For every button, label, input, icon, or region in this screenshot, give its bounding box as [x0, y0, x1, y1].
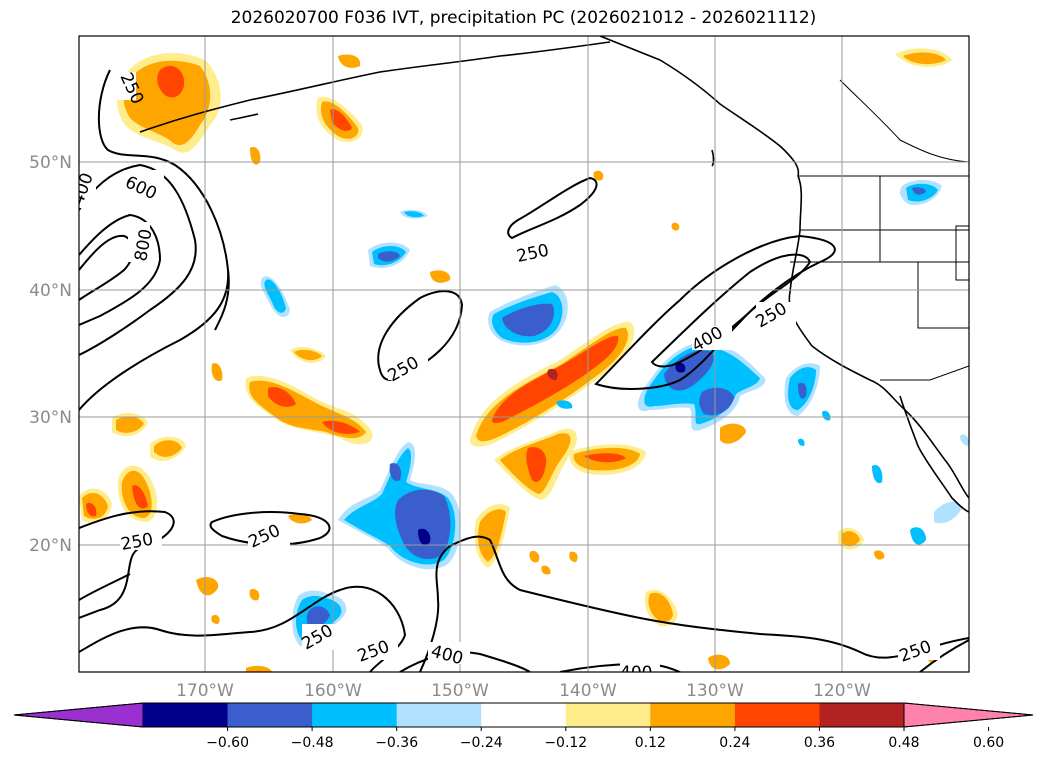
lon-label: 130°W [686, 681, 744, 701]
lon-label: 150°W [431, 681, 489, 701]
colorbar-segment [143, 703, 229, 727]
colorbar-tick-label: −0.60 [206, 735, 249, 751]
colorbar-segment [734, 703, 820, 727]
colorbar-tick-label: −0.48 [291, 735, 334, 751]
colorbar-segment [650, 703, 736, 727]
colorbar-segment [396, 703, 482, 727]
colorbar: −0.60 −0.48 −0.36 −0.24 −0.12 0.12 0.24 0.36 0.4… [13, 702, 1034, 751]
coastlines [139, 36, 969, 513]
longitude-labels: 170°W 160°W 150°W 140°W 130°W 120°W [176, 681, 871, 701]
colorbar-tick-label: 0.12 [635, 735, 666, 751]
colorbar-segment [227, 703, 313, 727]
colorbar-tick-label: 0.24 [719, 735, 750, 751]
lat-label: 50°N [29, 153, 72, 173]
negative-anomaly-fills [86, 180, 969, 647]
grid-lines [79, 36, 969, 672]
lat-label: 30°N [29, 408, 72, 428]
contour-labels: 250 600 400 800 250 250 400 250 250 250 … [79, 70, 940, 683]
state-borders [790, 79, 969, 381]
colorbar-tick-label: 0.36 [804, 735, 835, 751]
colorbar-segment [819, 703, 905, 727]
positive-anomaly-fills [79, 48, 952, 672]
lon-label: 140°W [559, 681, 617, 701]
map-area [79, 36, 969, 672]
colorbar-tick-label: −0.24 [460, 735, 503, 751]
lon-label: 160°W [304, 681, 362, 701]
map-title: 2026020700 F036 IVT, precipitation PC (2… [230, 8, 817, 28]
contour-label: 400 [620, 663, 652, 683]
colorbar-outline [13, 702, 1034, 728]
colorbar-extend-low [13, 702, 144, 728]
colorbar-tick-label: −0.12 [544, 735, 587, 751]
map-border [78, 35, 970, 673]
colorbar-segment [565, 703, 651, 727]
latitude-labels: 50°N 40°N 30°N 20°N [29, 153, 72, 556]
lat-label: 20°N [29, 536, 72, 556]
lon-label: 170°W [176, 681, 234, 701]
lon-label: 120°W [813, 681, 871, 701]
lat-label: 40°N [29, 281, 72, 301]
colorbar-extend-high [903, 702, 1034, 728]
colorbar-tick-label: −0.36 [375, 735, 418, 751]
colorbar-tick-label: 0.48 [888, 735, 919, 751]
colorbar-segment [312, 703, 398, 727]
colorbar-segment [481, 703, 567, 727]
colorbar-tick-label: 0.60 [973, 735, 1004, 751]
